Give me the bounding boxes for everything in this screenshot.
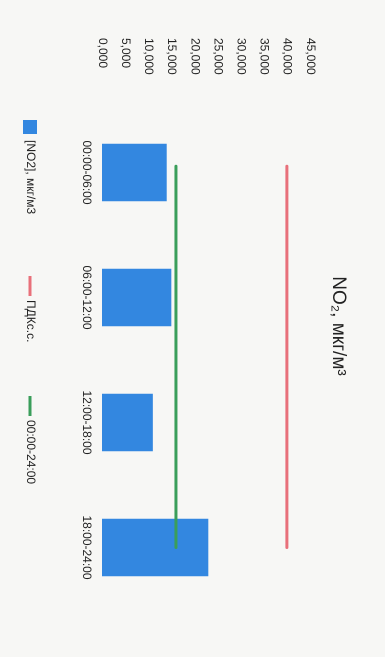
legend-label: [NO2], мкг/м3 <box>24 140 38 214</box>
legend-label: ПДКс.с. <box>24 300 38 342</box>
bars-layer <box>102 143 209 577</box>
bar-06:00-12:00 <box>102 268 172 327</box>
y-tick-label: 45,000 <box>304 38 318 75</box>
y-tick-label: 35,000 <box>258 38 272 75</box>
y-tick-label: 20,000 <box>188 38 202 75</box>
legend-item-1: [NO2], мкг/м3 <box>23 120 38 214</box>
title-group: NO₂, мкг/м³ <box>328 276 349 375</box>
x-category-labels: 00:00-06:00 06:00-12:00 12:00-18:00 18:00-2… <box>80 140 94 579</box>
y-tick-label: 30,000 <box>234 38 248 75</box>
x-category-label: 06:00-12:00 <box>80 265 94 329</box>
bar-00:00-06:00 <box>102 143 167 202</box>
y-tick-label: 25,000 <box>211 38 225 75</box>
x-category-label: 18:00-24:00 <box>80 515 94 579</box>
y-tick-labels: 0,000 5,000 10,000 15,000 20,000 25,000 30,000… <box>96 38 318 75</box>
plot-area: 0,000 5,000 10,000 15,000 20,000 25,000 30,000… <box>80 38 318 580</box>
legend-item-2: ПДКс.с. <box>24 276 38 342</box>
lines-layer <box>174 164 289 549</box>
legend-swatch <box>23 120 37 134</box>
legend-label: 00:00-24:00 <box>24 420 38 484</box>
bar-12:00-18:00 <box>102 393 153 452</box>
x-category-label: 12:00-18:00 <box>80 390 94 454</box>
x-category-label: 00:00-06:00 <box>80 140 94 204</box>
y-tick-label: 15,000 <box>165 38 179 75</box>
y-tick-label: 0,000 <box>96 38 110 68</box>
chart-title: NO₂, мкг/м³ <box>328 276 349 375</box>
y-tick-label: 10,000 <box>142 38 156 75</box>
bar-18:00-24:00 <box>102 518 209 577</box>
y-tick-label: 40,000 <box>281 38 295 75</box>
legend: [NO2], мкг/м3 ПДКс.с. 00:00-24:00 <box>23 120 38 484</box>
legend-item-3: 00:00-24:00 <box>24 396 38 484</box>
y-tick-label: 5,000 <box>119 38 133 68</box>
